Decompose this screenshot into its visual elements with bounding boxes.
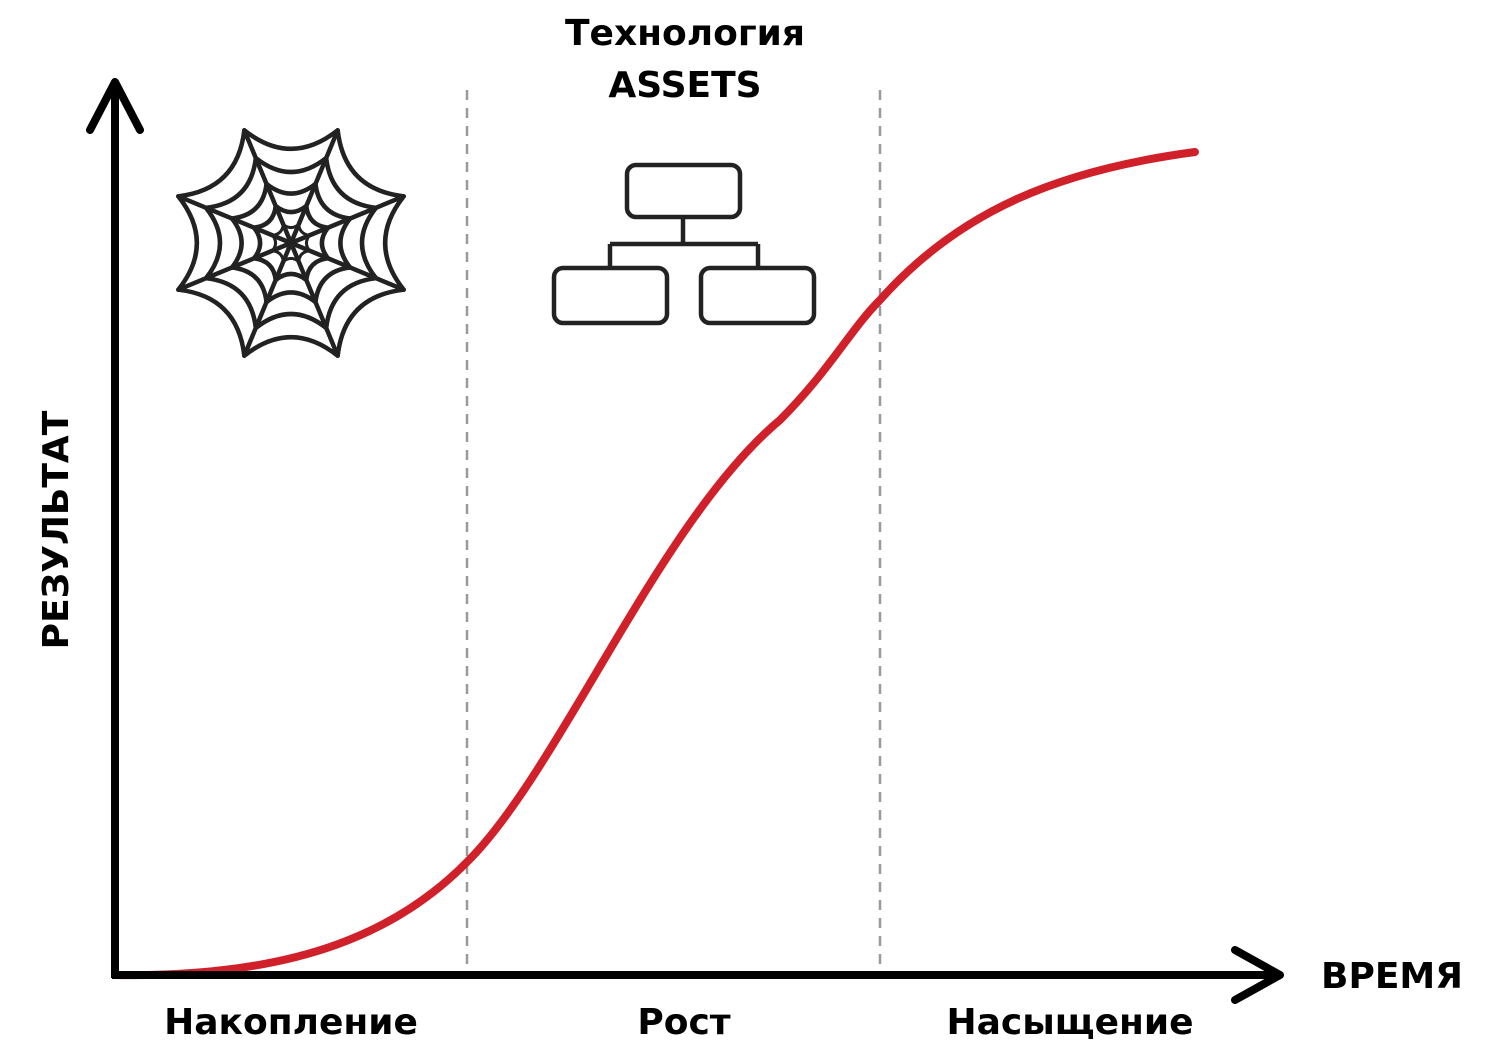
y-axis [86,78,144,978]
y-axis-label: РЕЗУЛЬТАТ [36,410,77,649]
phase-label-accumulation: Накопление [164,1002,418,1043]
web-ring [251,203,331,283]
x-axis [112,946,1284,1004]
growth-curve [111,148,1199,980]
web-ring [229,181,353,305]
phase-label-saturation: Насыщение [946,1002,1193,1043]
web-ring [176,128,406,358]
org-chart-icon [551,162,817,326]
title-line-2: ASSETS [608,65,761,106]
phase-label-growth: Рост [637,1002,730,1043]
spider-web-icon [176,128,406,358]
web-ring [203,155,379,331]
x-axis-label: ВРЕМЯ [1321,956,1463,997]
title-line-1: Технология [565,13,805,54]
web-ring [271,223,311,263]
